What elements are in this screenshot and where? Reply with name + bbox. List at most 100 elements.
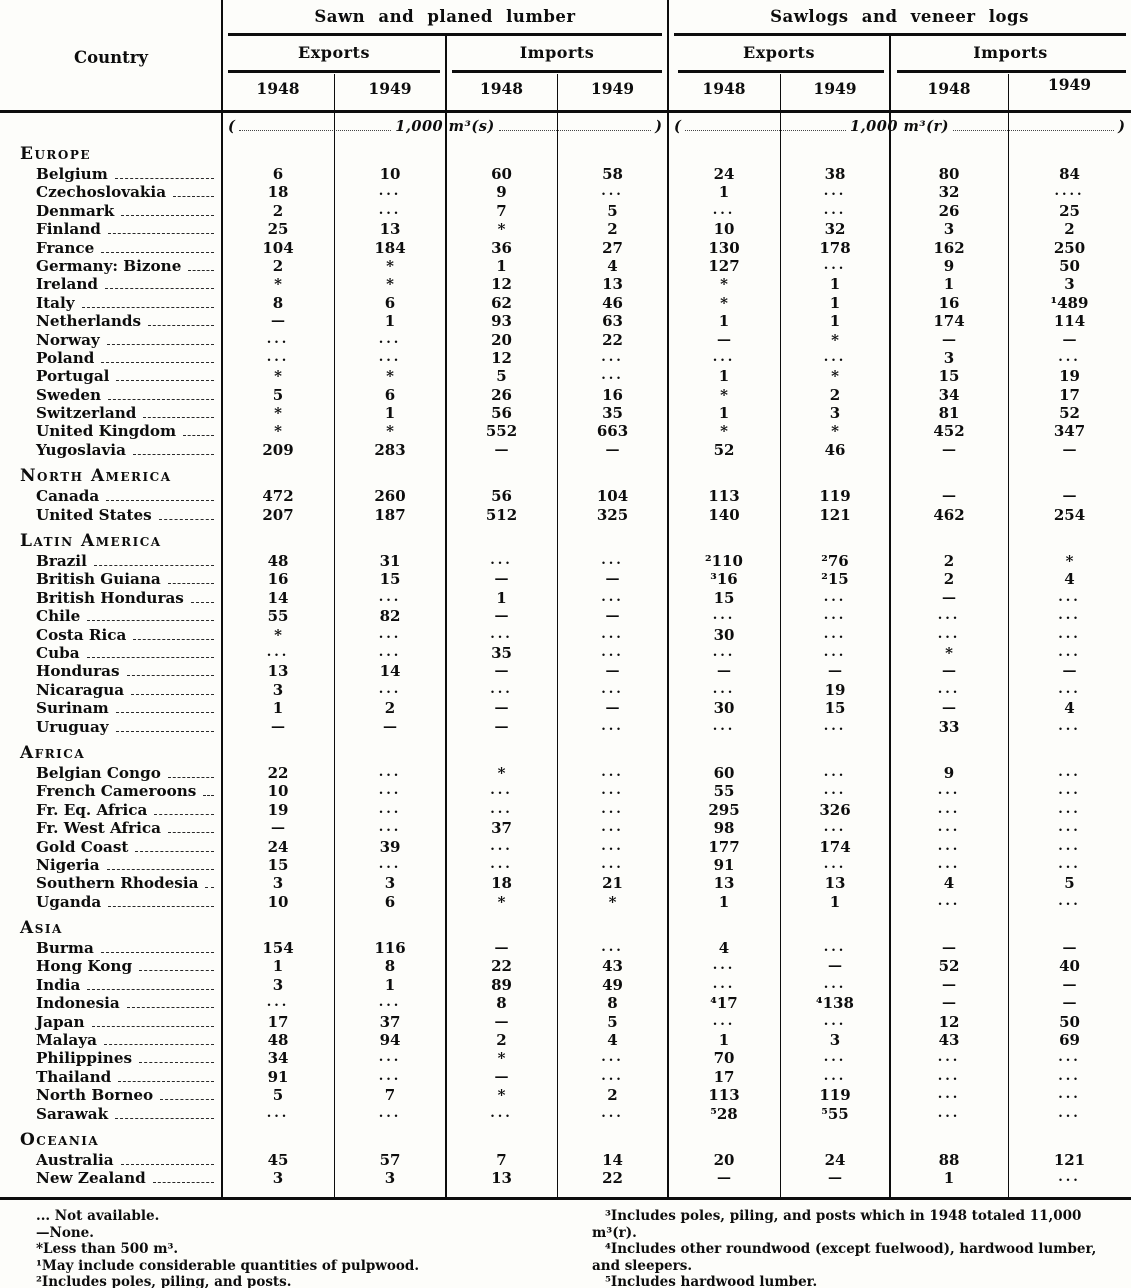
value-cell: 43: [938, 1031, 960, 1050]
footnote: ³Includes poles, piling, and posts which…: [592, 1208, 1082, 1241]
value-cell: 9: [943, 256, 955, 275]
value-cell: 2: [384, 699, 396, 718]
value-cell: ...: [490, 783, 513, 799]
table-row: Yugoslavia 209 283 — — 52 46 — —: [0, 441, 1131, 459]
dotted-leader: [205, 887, 214, 889]
value-cell: ...: [823, 718, 847, 734]
value-cell: 13: [267, 662, 289, 681]
value-cell: —: [1062, 940, 1077, 957]
value-cell: 19: [824, 680, 846, 699]
year-header-g1e-1948: 1948: [256, 79, 300, 98]
vrule-g1i-years: [556, 74, 558, 1197]
value-cell: 4: [943, 874, 955, 893]
country-cell: British Honduras: [0, 589, 222, 607]
value-cell: 4: [607, 1031, 618, 1050]
table-row: Denmark 2... 7 5...... 26 25: [0, 202, 1131, 220]
value-cell: 8: [384, 957, 396, 976]
value-cell: 39: [379, 837, 401, 856]
table-row: Burma 154 116 —... 4... — —: [0, 939, 1131, 957]
value-cell: *: [274, 422, 282, 441]
value-cell: ...: [378, 995, 402, 1011]
footnote: ... Not available.: [36, 1208, 160, 1224]
value-cell: ...: [378, 626, 402, 642]
value-cell: 154: [262, 939, 294, 958]
value-cell: ...: [712, 718, 736, 734]
country-cell: Burma: [0, 939, 222, 957]
value-cell: 121: [1053, 1150, 1086, 1169]
value-cell: ...: [1058, 1068, 1081, 1084]
value-cell: 93: [491, 312, 512, 331]
value-cell: —: [828, 1170, 842, 1187]
table-row: British Honduras 14... 1... 15... —...: [0, 589, 1131, 607]
value-cell: 3: [1064, 275, 1075, 294]
value-cell: —: [1062, 441, 1077, 458]
dotted-leader: [91, 1025, 214, 1027]
value-cell: ...: [490, 838, 513, 854]
country-name: Poland: [36, 348, 95, 367]
value-cell: ...: [823, 644, 847, 660]
value-cell: —: [717, 331, 731, 348]
value-cell: —: [1062, 331, 1077, 348]
dotted-leader: [131, 693, 214, 695]
value-cell: —: [942, 488, 956, 505]
country-name: Indonesia: [36, 994, 120, 1013]
value-cell: 70: [713, 1049, 735, 1068]
value-cell: ...: [601, 718, 624, 734]
table-row: Switzerland * 1 56 35 1 3 81 52: [0, 404, 1131, 422]
country-name: Malaya: [36, 1031, 97, 1050]
value-cell: 25: [1059, 201, 1080, 220]
value-cell: 56: [491, 404, 512, 423]
country-name: Switzerland: [36, 404, 137, 423]
value-cell: 45: [267, 1150, 289, 1169]
dotted-leader: [152, 1182, 214, 1184]
country-cell: United Kingdom: [0, 422, 222, 440]
year-header-g2i-1949: 1949: [1047, 75, 1092, 94]
dotted-leader: [81, 306, 214, 308]
value-cell: ...: [378, 184, 402, 200]
table-row: Malaya 48 94 2 4 1 3 43 69: [0, 1031, 1131, 1049]
value-cell: 6: [272, 165, 284, 183]
rule-under-years: [0, 110, 1131, 113]
value-cell: ...: [601, 589, 624, 605]
country-cell: Norway: [0, 331, 222, 349]
country-name: New Zealand: [36, 1169, 146, 1188]
value-cell: 32: [938, 183, 960, 202]
value-cell: 104: [596, 487, 629, 506]
value-cell: 22: [602, 1169, 623, 1188]
value-cell: 7: [496, 1150, 507, 1169]
vrule-g1-exp-imp: [445, 36, 447, 1197]
value-cell: 3: [943, 348, 955, 367]
value-cell: *: [945, 643, 953, 662]
units-row-sawn-lumber: ( 1,000 m³(s) ): [222, 114, 668, 136]
footnote: ⁵Includes hardwood lumber.: [605, 1274, 818, 1288]
value-cell: —: [942, 700, 956, 717]
country-name: France: [36, 238, 95, 257]
country-name: United Kingdom: [36, 422, 177, 441]
value-cell: —: [271, 820, 285, 837]
value-cell: 35: [491, 643, 512, 662]
rule-under-group2-title: [674, 33, 1126, 36]
value-cell: 2: [272, 201, 284, 220]
value-cell: ...: [1058, 1105, 1081, 1121]
dotted-leader: [93, 565, 214, 567]
value-cell: —: [942, 995, 956, 1012]
country-cell: Sarawak: [0, 1105, 222, 1123]
dotted-leader: [86, 656, 214, 658]
section-header: Asia: [20, 918, 63, 939]
country-cell: Malaya: [0, 1031, 222, 1049]
table-row: Belgian Congo 22... *... 60... 9...: [0, 764, 1131, 782]
value-cell: *: [720, 275, 728, 294]
value-cell: 52: [713, 440, 735, 459]
value-cell: 1: [384, 312, 396, 331]
value-cell: 26: [491, 385, 512, 404]
value-cell: —: [494, 663, 509, 680]
country-cell: Italy: [0, 294, 222, 312]
country-cell: New Zealand: [0, 1169, 222, 1187]
value-cell: ...: [1058, 349, 1081, 365]
section-header: Oceania: [20, 1129, 100, 1150]
table-row: France 104 184 36 27 130 178 162 250: [0, 239, 1131, 257]
value-cell: 3: [829, 404, 841, 423]
value-cell: 55: [267, 607, 289, 626]
country-cell: Costa Rica: [0, 626, 222, 644]
value-cell: ...: [601, 1050, 624, 1066]
